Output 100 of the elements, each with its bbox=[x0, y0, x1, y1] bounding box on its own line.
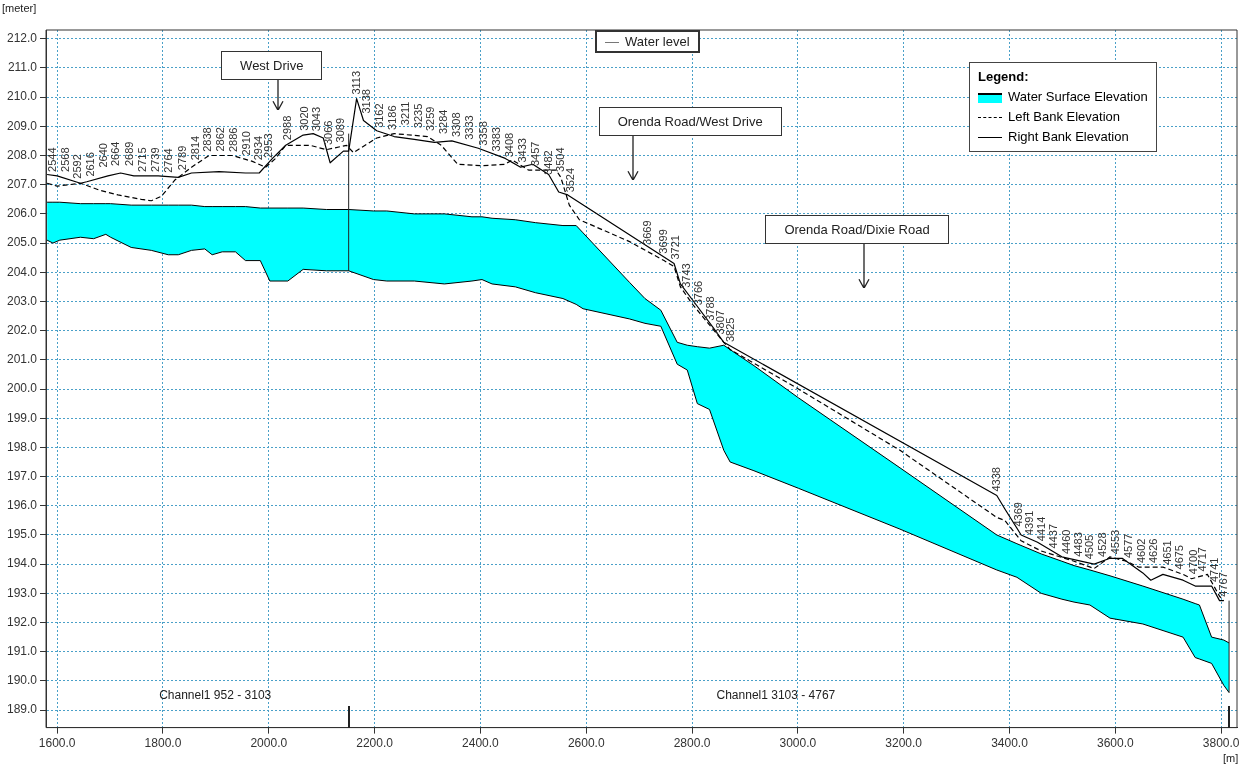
x-tick-label: 1600.0 bbox=[38, 736, 76, 751]
annotation: 4675 bbox=[1173, 545, 1186, 570]
y-tick-label: 192.0 bbox=[7, 614, 38, 629]
y-tick-label: 201.0 bbox=[7, 352, 38, 367]
annotation: 4505 bbox=[1083, 534, 1096, 560]
annotation: 2862 bbox=[214, 127, 227, 152]
annotation: 2544 bbox=[45, 147, 58, 172]
x-tick-label: 1800.0 bbox=[144, 736, 182, 751]
y-axis-title: [meter] bbox=[2, 2, 37, 14]
annotation: 3457 bbox=[528, 141, 541, 167]
callout-box: Orenda Road/Dixie Road bbox=[765, 214, 949, 244]
annotation: 2934 bbox=[252, 135, 265, 161]
annotation: 3383 bbox=[489, 127, 502, 152]
annotation: 3699 bbox=[657, 229, 670, 254]
x-tick-label: 2600.0 bbox=[567, 736, 605, 751]
annotation: 3066 bbox=[322, 120, 335, 146]
annotation: 3333 bbox=[463, 115, 476, 140]
x-tick-label: 3800.0 bbox=[1202, 736, 1240, 751]
annotation: 2592 bbox=[71, 154, 84, 179]
annotation: 3669 bbox=[641, 220, 654, 245]
y-tick-label: 194.0 bbox=[7, 556, 38, 571]
legend-label: Left Bank Elevation bbox=[1007, 108, 1122, 126]
legend-title: Legend: bbox=[978, 68, 1030, 86]
x-tick-label: 2800.0 bbox=[673, 736, 711, 751]
annotation: 3259 bbox=[424, 106, 437, 132]
y-tick-label: 206.0 bbox=[7, 206, 38, 221]
y-tick-label: 203.0 bbox=[7, 293, 38, 308]
annotation: 3721 bbox=[668, 235, 681, 260]
y-tick-label: 193.0 bbox=[7, 585, 38, 600]
y-tick-label: 189.0 bbox=[7, 702, 38, 717]
annotation: 4700 bbox=[1186, 549, 1199, 575]
annotation: 4602 bbox=[1134, 538, 1147, 564]
y-tick-label: 198.0 bbox=[7, 439, 38, 454]
callout-box: West Drive bbox=[221, 50, 323, 80]
annotation: 3504 bbox=[553, 147, 566, 172]
annotation: 2640 bbox=[96, 143, 109, 168]
annotation: 2616 bbox=[84, 152, 97, 177]
y-tick-label: 210.0 bbox=[7, 89, 38, 104]
y-tick-label: 200.0 bbox=[7, 381, 38, 396]
x-tick-label: 2000.0 bbox=[250, 736, 288, 751]
y-tick-label: 211.0 bbox=[7, 60, 38, 75]
y-tick-label: 207.0 bbox=[7, 177, 38, 192]
annotation: 3043 bbox=[309, 106, 322, 132]
annotation: 4414 bbox=[1035, 516, 1048, 542]
callout-box: Orenda Road/West Drive bbox=[598, 106, 782, 136]
y-tick-label: 199.0 bbox=[7, 410, 38, 425]
y-tick-label: 190.0 bbox=[7, 673, 38, 688]
annotation: 2910 bbox=[239, 131, 252, 156]
annotation: 3113 bbox=[349, 70, 362, 95]
y-tick-label: 204.0 bbox=[7, 264, 38, 279]
annotation: 2764 bbox=[162, 148, 175, 173]
legend-label: Water Surface Elevation bbox=[1007, 88, 1148, 106]
annotation: 2789 bbox=[175, 145, 188, 171]
annotation: 4528 bbox=[1095, 532, 1108, 557]
annotation: 3235 bbox=[411, 103, 424, 129]
annotation: 4391 bbox=[1023, 510, 1036, 536]
annotation: 3482 bbox=[542, 150, 555, 175]
annotation: 2568 bbox=[58, 147, 71, 172]
annotation: 3308 bbox=[450, 112, 463, 137]
annotation: 3138 bbox=[360, 89, 373, 114]
y-tick-label: 197.0 bbox=[7, 468, 38, 483]
annotation: 3020 bbox=[297, 106, 310, 131]
x-tick-label: 3600.0 bbox=[1096, 736, 1134, 751]
annotation: 4577 bbox=[1121, 533, 1134, 559]
y-tick-label: 209.0 bbox=[7, 118, 38, 133]
annotation: 3408 bbox=[503, 132, 516, 158]
annotation: 2739 bbox=[149, 147, 162, 172]
annotation: 3788 bbox=[704, 296, 717, 321]
x-tick-label: 3200.0 bbox=[885, 736, 923, 751]
y-tick-label: 212.0 bbox=[7, 31, 38, 46]
annotation: 3358 bbox=[476, 121, 489, 146]
annotation: 4741 bbox=[1208, 557, 1221, 583]
annotation: 3211 bbox=[398, 101, 411, 126]
annotation: 4437 bbox=[1047, 523, 1060, 549]
annotation: 2664 bbox=[109, 141, 122, 167]
x-tick-label: 2200.0 bbox=[356, 736, 394, 751]
annotation: 3186 bbox=[385, 105, 398, 130]
annotation: 4651 bbox=[1160, 540, 1173, 565]
x-axis-title: [m] bbox=[1223, 751, 1239, 764]
annotation: Channel1 3103 - 4767 bbox=[716, 688, 836, 703]
annotation: 4626 bbox=[1147, 538, 1160, 564]
annotation: 3743 bbox=[680, 263, 693, 288]
annotation: 2988 bbox=[280, 115, 293, 141]
annotation: 2886 bbox=[226, 127, 239, 153]
annotation: 2953 bbox=[262, 133, 275, 158]
annotation: 3433 bbox=[516, 138, 529, 163]
x-tick-label: 3000.0 bbox=[779, 736, 817, 751]
annotation: 3524 bbox=[564, 167, 577, 193]
key-box: Water level bbox=[595, 30, 700, 53]
annotation: 3089 bbox=[334, 117, 347, 143]
annotation: 2689 bbox=[122, 141, 135, 167]
annotation: 2838 bbox=[201, 127, 214, 152]
annotation: 3766 bbox=[692, 280, 705, 306]
annotation: 3162 bbox=[372, 103, 385, 128]
y-tick-label: 196.0 bbox=[7, 498, 38, 513]
annotation: 4553 bbox=[1108, 529, 1121, 555]
annotation: 2715 bbox=[136, 147, 149, 172]
annotation: 4460 bbox=[1059, 529, 1072, 555]
x-tick-label: 3400.0 bbox=[991, 736, 1029, 751]
annotation: 3284 bbox=[437, 109, 450, 134]
